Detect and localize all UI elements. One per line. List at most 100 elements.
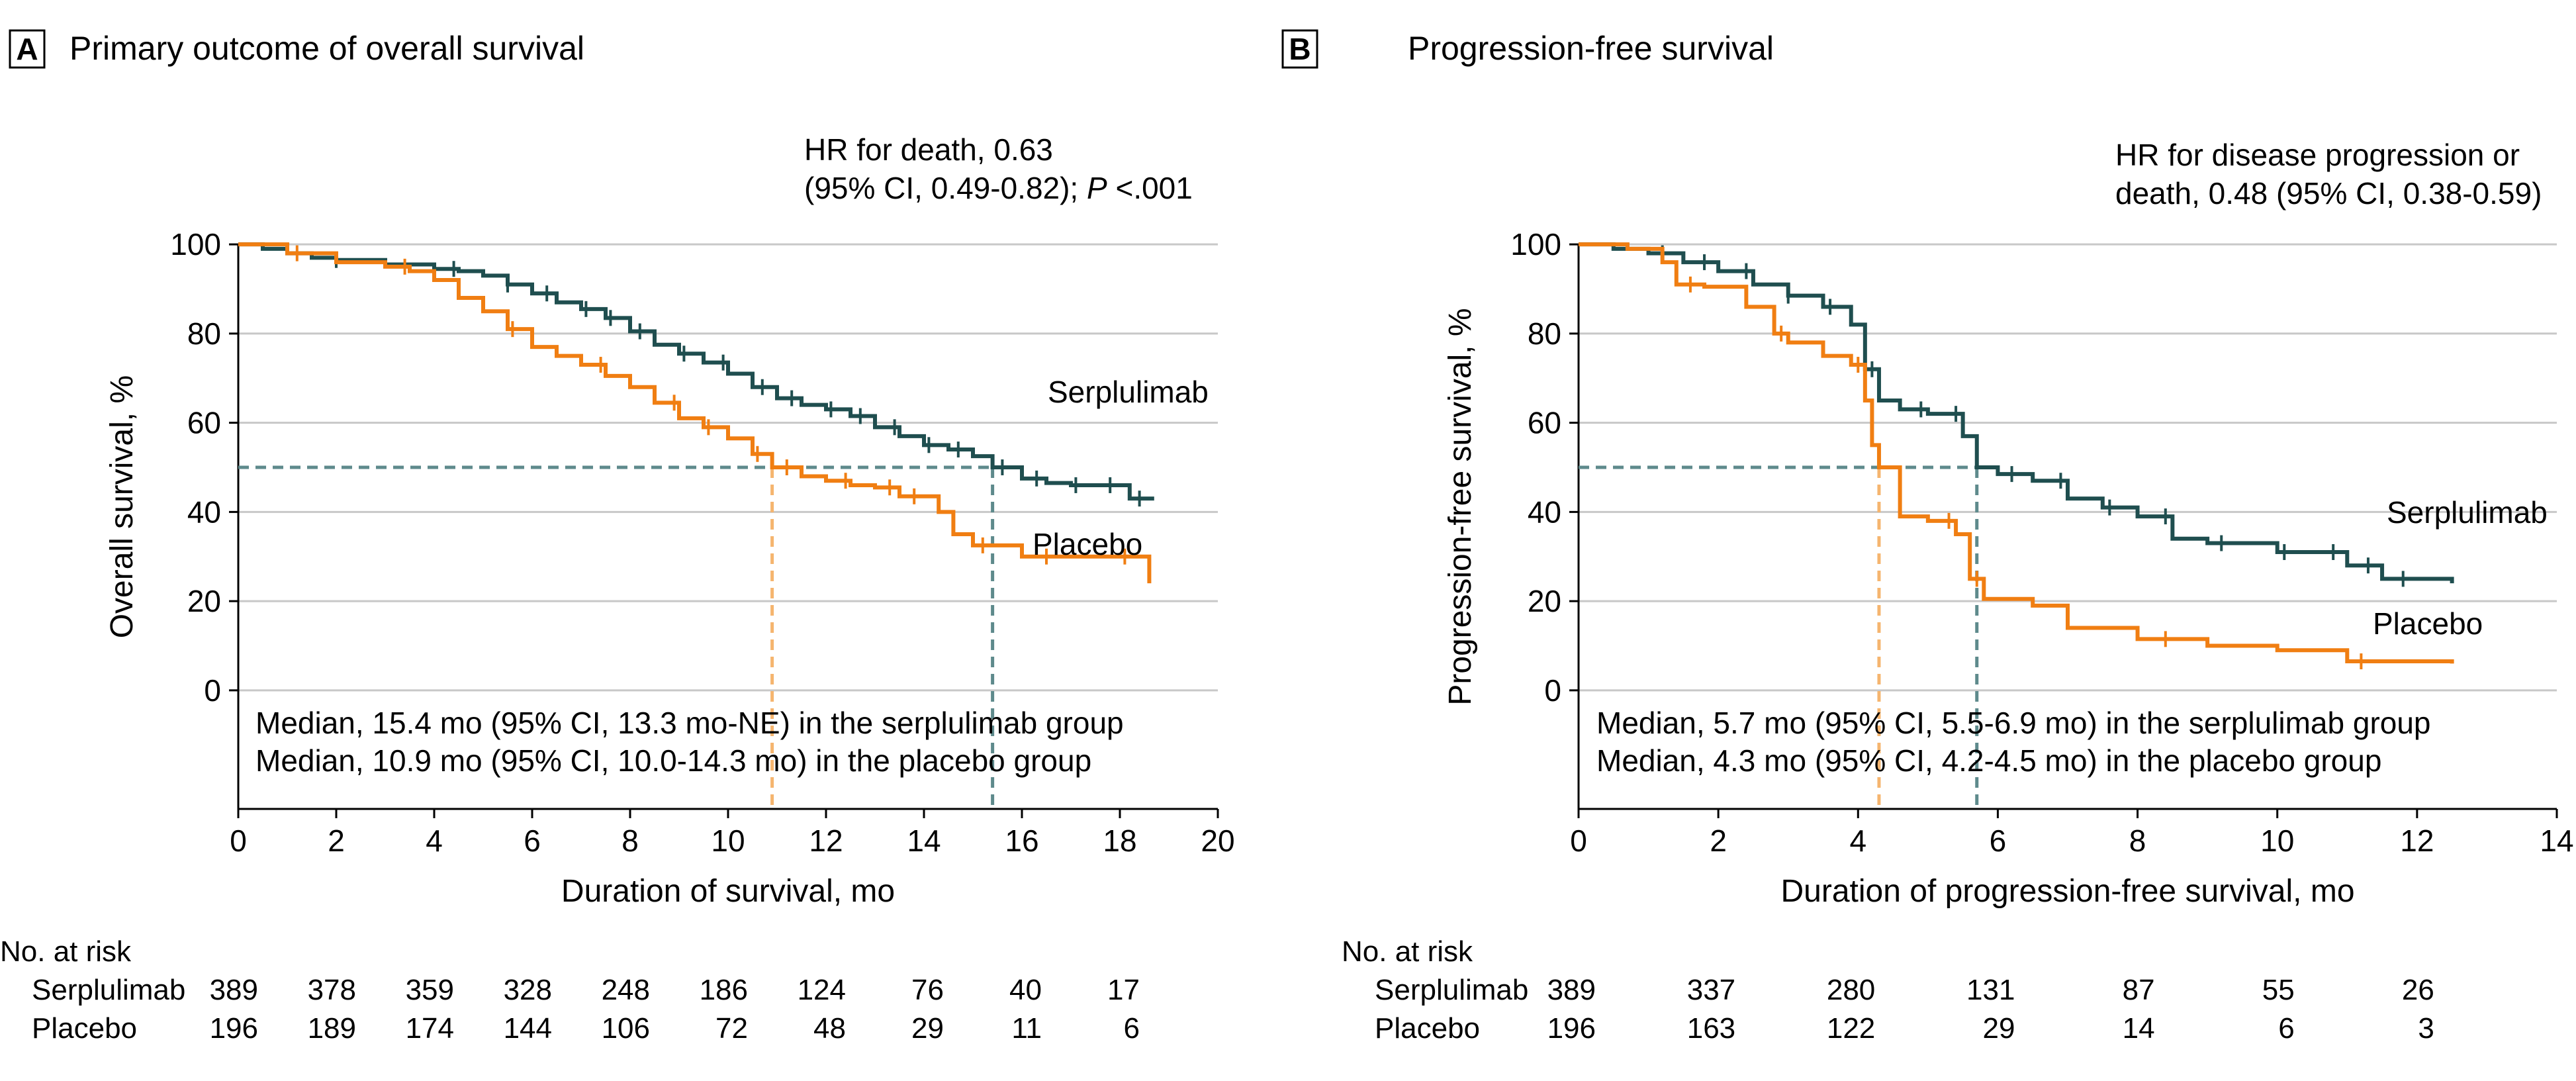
series-label-placebo: Placebo: [2373, 606, 2483, 641]
x-tick-label: 8: [2129, 823, 2146, 858]
risk-count: 163: [1687, 1012, 1735, 1045]
risk-count: 337: [1687, 974, 1735, 1006]
x-tick-label: 16: [1005, 823, 1038, 858]
panel-letter: B: [1289, 32, 1311, 66]
y-tick-label: 80: [1528, 316, 1561, 351]
curve-serplulimab: [238, 242, 1154, 501]
y-tick-label: 80: [187, 316, 221, 351]
y-tick-label: 20: [187, 584, 221, 618]
median-text-placebo: Median, 4.3 mo (95% CI, 4.2-4.5 mo) in t…: [1596, 743, 2381, 778]
y-tick-label: 100: [170, 227, 221, 261]
x-axis-title: Duration of progression-free survival, m…: [1780, 874, 2354, 909]
risk-count: 26: [2402, 974, 2434, 1006]
risk-count: 131: [1966, 974, 2015, 1006]
series-label-serplulimab: Serplulimab: [1048, 375, 1209, 409]
risk-count: 124: [798, 974, 846, 1006]
panel-letter-box: [9, 29, 46, 69]
risk-count: 14: [2123, 1012, 2155, 1045]
risk-count: 3: [2418, 1012, 2434, 1045]
risk-count: 29: [1982, 1012, 2015, 1045]
y-tick-label: 0: [1544, 673, 1561, 708]
y-axis-title: Progression-free survival, %: [1443, 308, 1478, 705]
risk-count: 189: [308, 1012, 356, 1045]
risk-count: 6: [1124, 1012, 1140, 1045]
curve-placebo: [238, 242, 1152, 584]
risk-table-header: No. at risk: [0, 935, 132, 968]
hr-annotation-line1: HR for death, 0.63: [804, 132, 1053, 167]
risk-row-label: Placebo: [32, 1012, 137, 1045]
risk-row-label: Serplulimab: [1375, 974, 1528, 1006]
x-tick-label: 14: [907, 823, 941, 858]
x-tick-label: 4: [426, 823, 443, 858]
x-tick-label: 4: [1849, 823, 1866, 858]
y-axis-title: Overall survival, %: [105, 375, 140, 638]
y-tick-label: 40: [187, 494, 221, 529]
y-tick-label: 60: [187, 406, 221, 440]
hr-annotation-line2: death, 0.48 (95% CI, 0.38-0.59): [2115, 176, 2542, 211]
risk-count: 72: [715, 1012, 748, 1045]
panel-letter: A: [16, 32, 38, 66]
risk-count: 11: [1011, 1012, 1042, 1045]
risk-count: 122: [1827, 1012, 1875, 1045]
x-tick-label: 10: [2260, 823, 2294, 858]
x-tick-label: 18: [1103, 823, 1136, 858]
risk-count: 196: [210, 1012, 258, 1045]
x-tick-label: 14: [2540, 823, 2573, 858]
x-tick-label: 12: [2400, 823, 2434, 858]
x-tick-label: 12: [809, 823, 843, 858]
x-tick-label: 2: [1710, 823, 1727, 858]
series-label-placebo: Placebo: [1033, 527, 1142, 561]
y-tick-label: 0: [204, 673, 221, 708]
panel-title: Primary outcome of overall survival: [69, 30, 584, 67]
x-tick-label: 0: [1570, 823, 1587, 858]
risk-count: 186: [700, 974, 748, 1006]
y-tick-label: 20: [1528, 584, 1561, 618]
x-tick-label: 20: [1201, 823, 1234, 858]
risk-count: 87: [2123, 974, 2155, 1006]
median-text-serplulimab: Median, 15.4 mo (95% CI, 13.3 mo-NE) in …: [255, 706, 1124, 740]
x-tick-label: 2: [328, 823, 345, 858]
risk-count: 6: [2278, 1012, 2294, 1045]
y-tick-label: 40: [1528, 494, 1561, 529]
x-tick-label: 10: [711, 823, 745, 858]
risk-count: 106: [602, 1012, 650, 1045]
risk-count: 76: [911, 974, 944, 1006]
risk-count: 174: [406, 1012, 454, 1045]
risk-count: 29: [911, 1012, 944, 1045]
panel-letter-box: [1281, 29, 1318, 69]
curve-serplulimab: [1579, 242, 2454, 584]
risk-count: 17: [1107, 974, 1140, 1006]
risk-count: 55: [2262, 974, 2295, 1006]
y-tick-label: 100: [1510, 227, 1561, 261]
x-tick-label: 6: [524, 823, 541, 858]
risk-count: 328: [504, 974, 552, 1006]
hr-annotation-line1: HR for disease progression or: [2115, 138, 2520, 172]
risk-count: 280: [1827, 974, 1875, 1006]
risk-row-label: Serplulimab: [32, 974, 185, 1006]
panel-title: Progression-free survival: [1408, 30, 1774, 67]
hr-annotation-line2: (95% CI, 0.49-0.82); P <.001: [804, 171, 1193, 205]
series-label-serplulimab: Serplulimab: [2387, 495, 2548, 530]
x-tick-label: 8: [621, 823, 639, 858]
median-text-serplulimab: Median, 5.7 mo (95% CI, 5.5-6.9 mo) in t…: [1596, 706, 2431, 740]
risk-count: 378: [308, 974, 356, 1006]
risk-table-header: No. at risk: [1342, 935, 1473, 968]
median-text-placebo: Median, 10.9 mo (95% CI, 10.0-14.3 mo) i…: [255, 743, 1091, 778]
risk-count: 389: [210, 974, 258, 1006]
risk-count: 389: [1547, 974, 1596, 1006]
x-tick-label: 6: [1990, 823, 2007, 858]
x-tick-label: 0: [230, 823, 247, 858]
risk-count: 40: [1009, 974, 1042, 1006]
panel-b: B Progression-free survival 0 20 40 60 80 100 0 2…: [1281, 29, 2574, 1045]
risk-row-label: Placebo: [1375, 1012, 1480, 1045]
y-tick-label: 60: [1528, 406, 1561, 440]
curve-placebo: [1579, 242, 2454, 664]
risk-count: 359: [406, 974, 454, 1006]
risk-count: 196: [1547, 1012, 1596, 1045]
risk-count: 144: [504, 1012, 552, 1045]
panel-a: A Primary outcome of overall survival0204…: [0, 29, 1235, 1045]
x-axis-title: Duration of survival, mo: [561, 874, 895, 909]
risk-count: 48: [813, 1012, 846, 1045]
risk-count: 248: [602, 974, 650, 1006]
